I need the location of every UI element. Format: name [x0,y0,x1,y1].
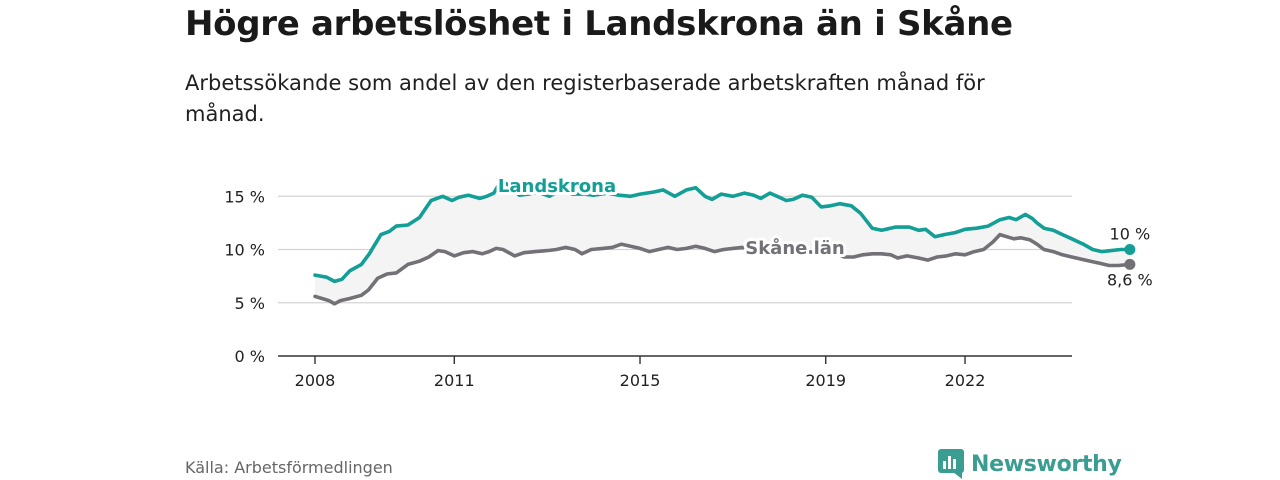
series-line-landskrona [313,179,1132,284]
series-line-skane [313,232,1132,306]
end-label-landskrona: 10 % [1110,225,1151,244]
difference-band [315,181,1130,304]
x-tick-label-2011: 2011 [434,371,475,390]
end-point-landskrona [1124,244,1136,255]
end-point-skane [1124,258,1136,270]
y-tick-label-15: 15 % [224,187,265,206]
source-note: Källa: Arbetsförmedlingen [185,458,393,477]
series-label-skane: Skåne län [745,237,845,259]
end-label-skane: 8,6 % [1107,270,1153,289]
y-tick-label-0: 0 % [235,347,265,366]
y-tick-label-5: 5 % [235,294,265,313]
series-label-landskrona: Landskrona [498,176,616,197]
chart-title: Högre arbetslöshet i Landskrona än i Skå… [185,4,1013,44]
brand-logo[interactable]: Newsworthy [938,449,1122,479]
x-tick-label-2019: 2019 [805,371,846,390]
x-tick-label-2022: 2022 [945,371,986,390]
y-tick-label-10: 10 % [224,241,265,260]
chart-subtitle: Arbetssökande som andel av den registerb… [185,71,985,126]
brand-name: Newsworthy [971,451,1122,477]
x-tick-label-2015: 2015 [620,371,661,390]
newsworthy-logo-icon [938,449,964,479]
x-tick-label-2008: 2008 [295,371,336,390]
